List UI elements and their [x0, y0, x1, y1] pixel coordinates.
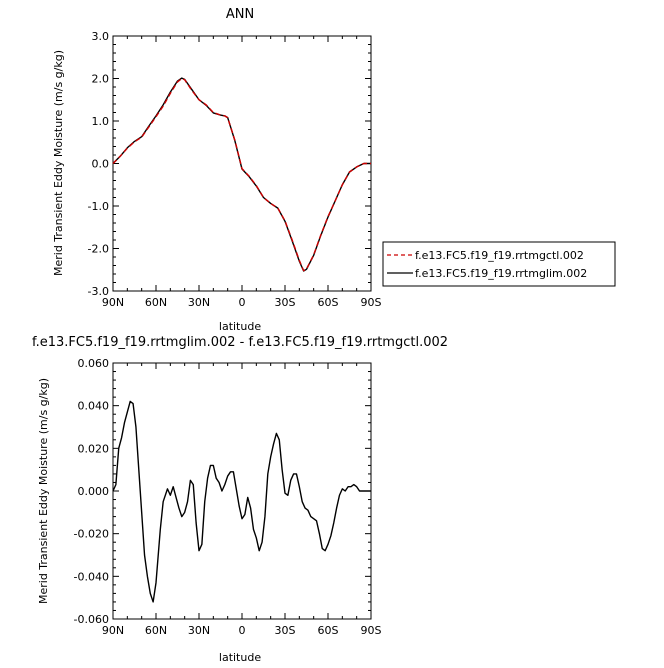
y-tick-label: -0.020 — [74, 528, 109, 541]
chart2-x-axis-label: latitude — [219, 651, 261, 664]
x-tick-label: 90N — [102, 296, 124, 309]
y-tick-label: 0.020 — [78, 442, 110, 455]
series-line-1 — [112, 77, 371, 272]
x-tick-label: 0 — [239, 624, 246, 637]
chart1-plot-area: 90N 60N 30N 0 30S 60S 90S 3.0 2.0 1.0 0.0 -1.0 -2.0 -… — [88, 30, 382, 309]
y-tick-label: 1.0 — [92, 115, 110, 128]
legend-label-series-1: f.e13.FC5.f19_f19.rrtmgctl.002 — [415, 249, 584, 262]
plot-frame — [112, 35, 372, 292]
y-tick-label: 2.0 — [92, 73, 110, 86]
x-tick-label: 0 — [239, 296, 246, 309]
y-tick-label: -3.0 — [88, 285, 109, 298]
series-line-2 — [112, 77, 371, 272]
y-tick-label: 0.000 — [78, 485, 110, 498]
x-tick-label: 90S — [361, 624, 382, 637]
chart1-legend: f.e13.FC5.f19_f19.rrtmgctl.002 f.e13.FC5… — [382, 241, 616, 287]
x-tick-label: 60S — [318, 296, 339, 309]
x-tick-label: 30N — [188, 624, 210, 637]
y-tick-label: 3.0 — [92, 30, 110, 43]
chart2-title: f.e13.FC5.f19_f19.rrtmglim.002 - f.e13.F… — [32, 335, 448, 350]
x-tick-label: 90N — [102, 624, 124, 637]
x-tick-label: 60S — [318, 624, 339, 637]
chart2-y-axis-label: Merid Transient Eddy Moisture (m/s g/kg) — [37, 378, 50, 604]
chart1-y-axis-label: Merid Transient Eddy Moisture (m/s g/kg) — [52, 50, 65, 276]
chart1-x-axis-label: latitude — [219, 320, 261, 333]
y-tick-label: 0.040 — [78, 400, 110, 413]
y-tick-label: 0.060 — [78, 357, 110, 370]
plot-frame — [112, 362, 372, 620]
x-tick-label: 60N — [145, 624, 167, 637]
x-tick-label: 60N — [145, 296, 167, 309]
chart-annual-mean: ANN 90N 60N 30N 0 30S 60S 90S 3.0 2.0 1.0 0.0 -1.0 -… — [52, 7, 616, 333]
legend-frame — [382, 241, 616, 287]
series-line-1 — [112, 400, 371, 603]
x-tick-label: 90S — [361, 296, 382, 309]
x-tick-label: 30N — [188, 296, 210, 309]
x-tick-label: 30S — [275, 624, 296, 637]
y-tick-label: 0.0 — [92, 158, 110, 171]
legend-label-series-2: f.e13.FC5.f19_f19.rrtmglim.002 — [415, 267, 587, 280]
chart2-plot-area: 90N 60N 30N 0 30S 60S 90S 0.060 0.040 0.020 0.000 -… — [74, 357, 382, 637]
y-tick-label: -1.0 — [88, 200, 109, 213]
y-tick-label: -2.0 — [88, 243, 109, 256]
chart1-title: ANN — [226, 7, 254, 22]
x-tick-label: 30S — [275, 296, 296, 309]
y-tick-label: -0.060 — [74, 613, 109, 626]
chart-difference: f.e13.FC5.f19_f19.rrtmglim.002 - f.e13.F… — [32, 335, 448, 664]
y-tick-label: -0.040 — [74, 570, 109, 583]
